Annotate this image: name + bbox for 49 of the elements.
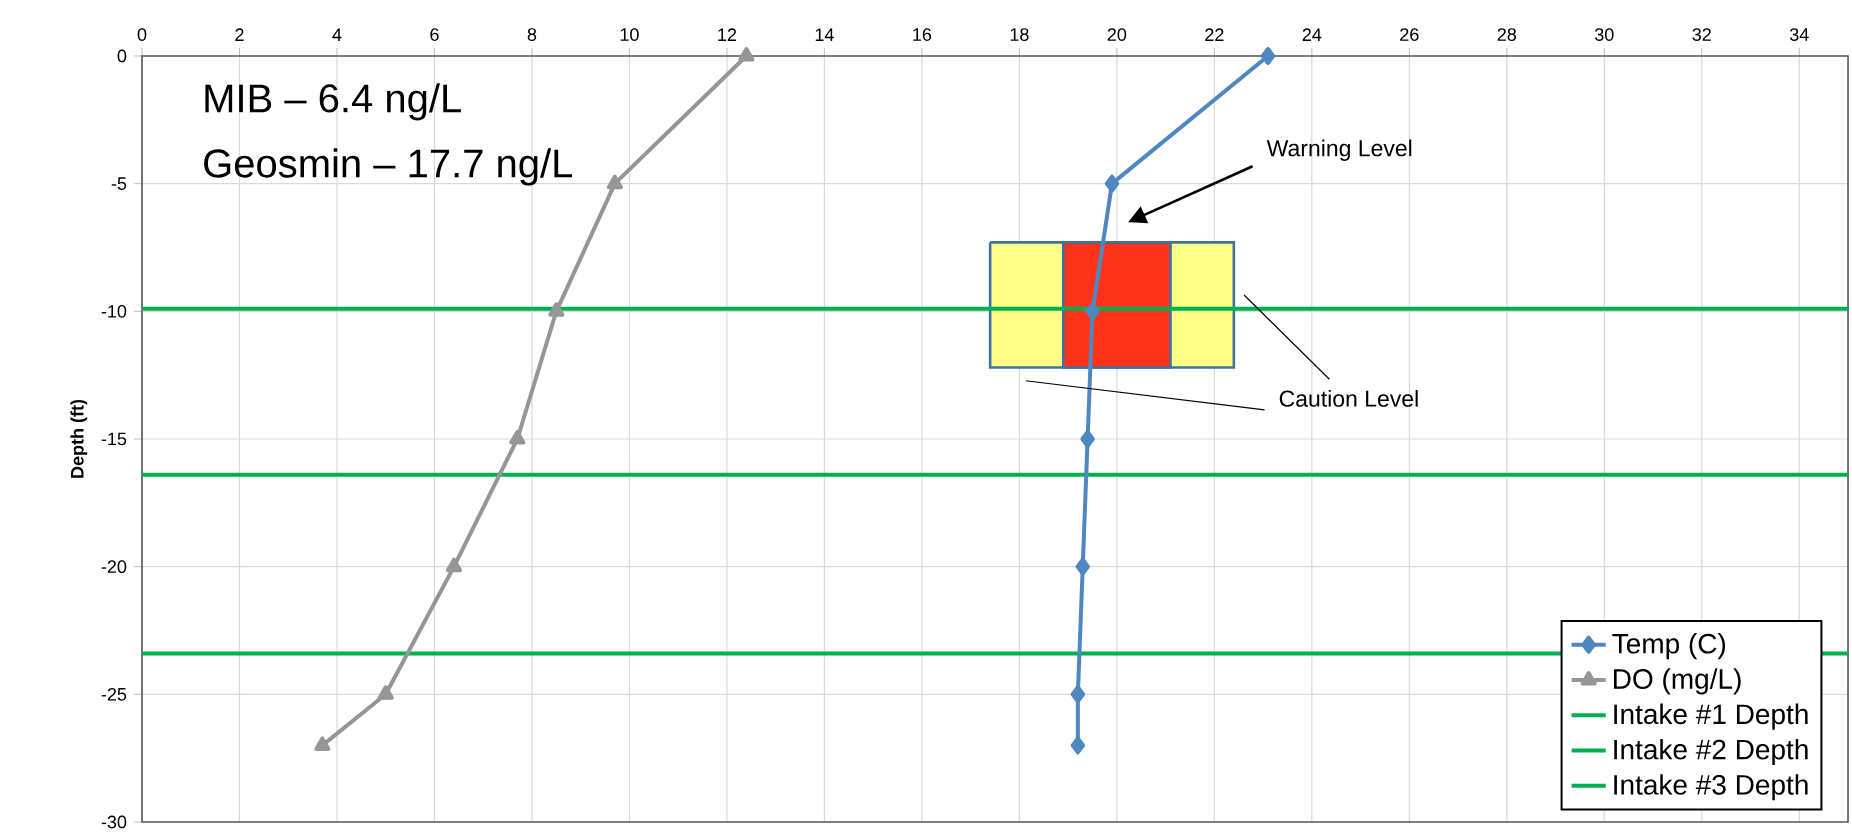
y-tick-label: -5 — [111, 177, 127, 190]
annotation: Geosmin – 17.7 ng/L — [204, 148, 573, 186]
x-tick-label: 28 — [1497, 28, 1517, 41]
x-tick-label: 14 — [815, 28, 834, 41]
point — [377, 685, 394, 700]
point — [1075, 557, 1090, 576]
x-tick-label: 0 — [137, 28, 147, 41]
x-tick-label: 20 — [1107, 28, 1127, 41]
x-tick-label: 10 — [620, 28, 639, 41]
legend-label: Intake #3 Depth — [1614, 774, 1808, 801]
x-tick-label: 32 — [1692, 28, 1711, 41]
point — [1260, 46, 1276, 65]
y-tick-label: 0 — [117, 49, 127, 63]
legend-label: Intake #2 Depth — [1614, 738, 1808, 766]
y-tick-label: -25 — [101, 687, 127, 701]
x-tick-label: 8 — [527, 28, 537, 41]
point — [1104, 174, 1120, 193]
point — [606, 174, 623, 190]
x-tick-label: 16 — [913, 28, 932, 41]
annotation: Caution Level — [1279, 389, 1418, 407]
x-tick-label: 12 — [718, 28, 737, 41]
x-tick-label: 24 — [1302, 28, 1322, 41]
y-axis-title: Depth (ft) — [70, 399, 88, 478]
y-tick-label: -20 — [101, 560, 127, 574]
point — [1070, 685, 1086, 704]
x-tick-label: 6 — [430, 28, 439, 41]
x-tick-label: 26 — [1400, 28, 1419, 41]
point — [509, 429, 526, 445]
x-tick-label: 18 — [1010, 28, 1029, 41]
x-tick-label: 2 — [235, 28, 244, 41]
annotation: MIB – 6.4 ng/L — [205, 83, 461, 121]
legend-label: Temp (C) — [1612, 633, 1726, 660]
point — [445, 557, 463, 573]
point — [314, 736, 331, 751]
point — [1070, 736, 1086, 755]
x-tick-label: 30 — [1594, 28, 1614, 41]
point — [1080, 429, 1095, 448]
legend-label: DO (mg/L) — [1614, 668, 1741, 695]
y-tick-label: -10 — [101, 304, 127, 318]
y-tick-label: -30 — [101, 815, 127, 829]
x-tick-label: 4 — [332, 28, 342, 41]
y-tick-label: -15 — [101, 432, 127, 446]
legend-label: Intake #1 Depth — [1614, 703, 1808, 730]
x-tick-label: 34 — [1789, 28, 1809, 41]
point — [548, 302, 565, 317]
annotation: Warning Level — [1266, 139, 1412, 161]
point — [738, 46, 755, 62]
point — [1085, 302, 1100, 321]
x-tick-label: 22 — [1205, 28, 1224, 41]
